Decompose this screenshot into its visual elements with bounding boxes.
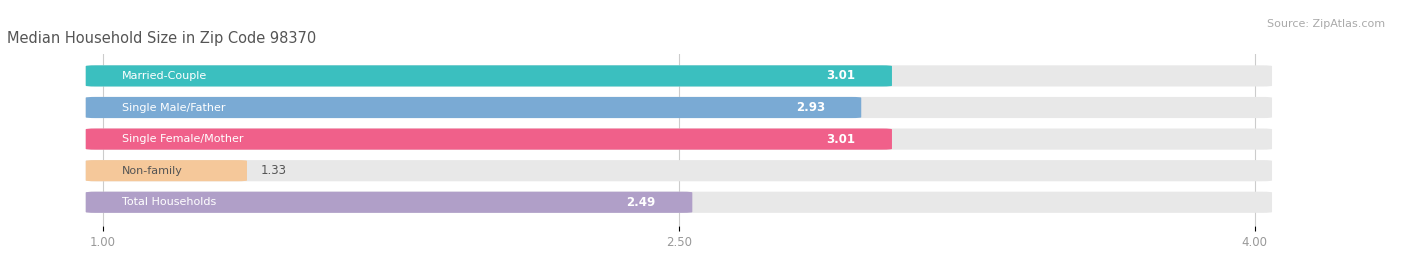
Text: 2.93: 2.93 xyxy=(796,101,825,114)
FancyBboxPatch shape xyxy=(86,192,692,213)
Text: Total Households: Total Households xyxy=(122,197,217,207)
Text: 3.01: 3.01 xyxy=(827,69,855,82)
FancyBboxPatch shape xyxy=(86,129,1272,150)
Text: Median Household Size in Zip Code 98370: Median Household Size in Zip Code 98370 xyxy=(7,31,316,46)
FancyBboxPatch shape xyxy=(86,160,247,181)
Text: 3.01: 3.01 xyxy=(827,133,855,146)
FancyBboxPatch shape xyxy=(86,97,862,118)
FancyBboxPatch shape xyxy=(86,97,1272,118)
FancyBboxPatch shape xyxy=(86,160,1272,181)
Text: 1.33: 1.33 xyxy=(260,164,287,177)
Text: 2.49: 2.49 xyxy=(627,196,655,209)
Text: Source: ZipAtlas.com: Source: ZipAtlas.com xyxy=(1267,19,1385,29)
Text: Single Female/Mother: Single Female/Mother xyxy=(122,134,243,144)
FancyBboxPatch shape xyxy=(86,65,891,87)
Text: Married-Couple: Married-Couple xyxy=(122,71,208,81)
FancyBboxPatch shape xyxy=(86,65,1272,87)
Text: Non-family: Non-family xyxy=(122,166,183,176)
FancyBboxPatch shape xyxy=(86,192,1272,213)
Text: Single Male/Father: Single Male/Father xyxy=(122,102,226,112)
FancyBboxPatch shape xyxy=(86,129,891,150)
